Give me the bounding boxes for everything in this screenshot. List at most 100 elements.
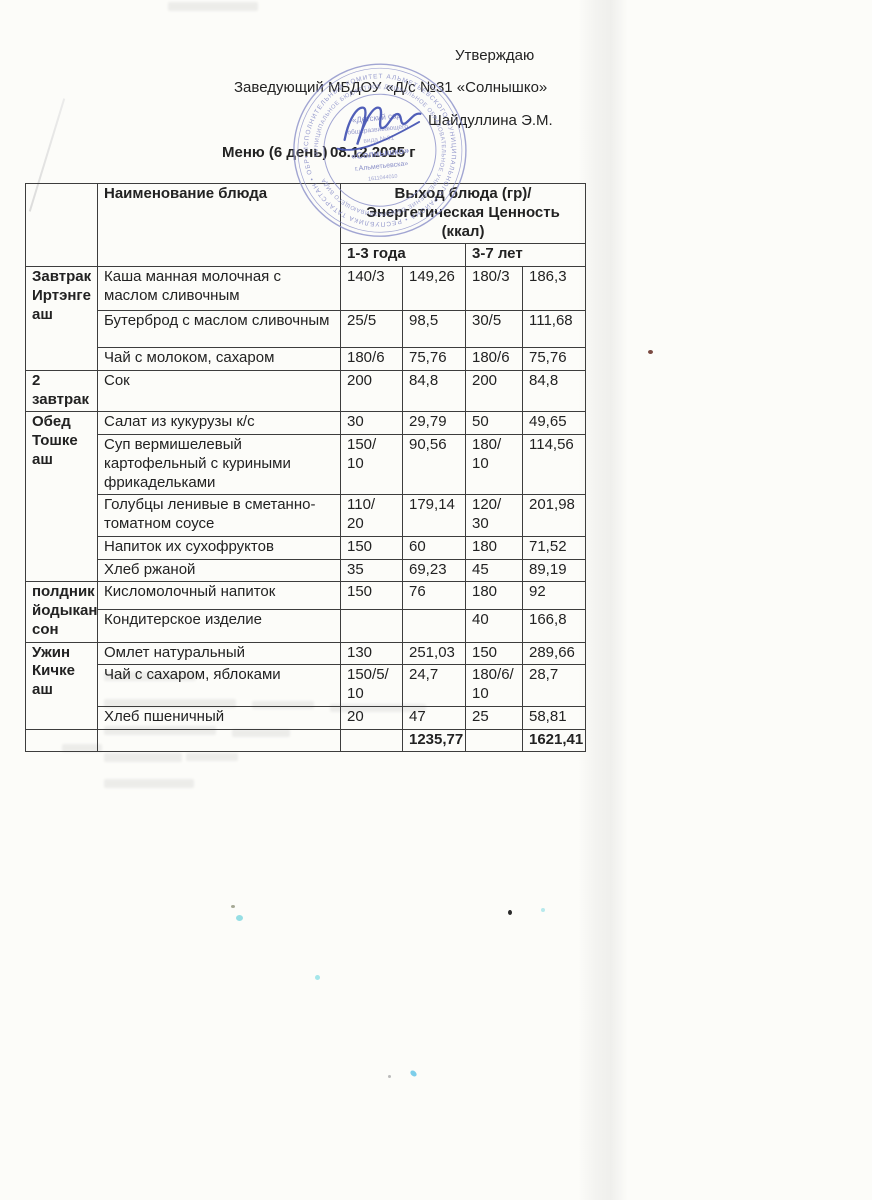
table-row: Обед Тошке аш Салат из кукурузы к/с 30 2…: [25, 411, 587, 583]
ink-speck: [409, 1069, 418, 1078]
stamp-line1: «Детский сад: [351, 111, 401, 125]
ink-speck: [236, 915, 243, 921]
kcal-cell: 114,56: [521, 433, 587, 496]
dish-cell: Чай с сахаром, яблоками: [97, 664, 341, 707]
portion-cell: 40: [465, 608, 523, 643]
portion-cell: 180/6: [340, 347, 403, 371]
portion-cell: 25: [465, 705, 523, 730]
kcal-cell: 166,8: [521, 608, 587, 643]
kcal-cell: 24,7: [402, 664, 466, 707]
meal-cell: [25, 728, 98, 753]
portion-cell: 180/6: [465, 347, 523, 371]
meal-cell: Завтрак Иртэнге аш: [25, 266, 98, 371]
portion-cell: 180/ 10: [465, 433, 523, 496]
total-kcal-1-3: 1235,77: [402, 728, 466, 753]
output-header-cell: Выход блюда (гр)/Энергетическая Ценность…: [339, 182, 587, 245]
ink-speck: [648, 350, 653, 354]
table-row: Голубцы ленивые в сметанно-томатном соус…: [26, 494, 587, 537]
portion-cell: 180/3: [465, 266, 523, 311]
portion-cell: 150: [465, 641, 523, 666]
dish-cell: Хлеб пшеничный: [97, 705, 341, 730]
kcal-cell: 49,65: [521, 411, 587, 435]
kcal-cell: 251,03: [402, 641, 466, 666]
portion-cell: 150: [340, 581, 403, 610]
dish-cell: Напиток их сухофруктов: [97, 535, 341, 560]
approve-label: Утверждаю: [455, 47, 535, 64]
ink-speck: [508, 910, 512, 915]
portion-cell: 150: [340, 535, 403, 560]
portion-cell: 180/6/ 10: [465, 664, 523, 707]
bleed-through-text: [168, 2, 258, 11]
portion-cell: 20: [340, 705, 403, 730]
portion-cell: [340, 608, 403, 643]
portion-cell: 150/ 10: [340, 433, 403, 496]
kcal-cell: 84,8: [402, 369, 466, 413]
menu-date: 08.12.2025 г: [330, 144, 416, 161]
menu-title: Меню (6 день): [222, 144, 328, 161]
portion-cell: [340, 728, 403, 753]
bleed-through-text: [104, 753, 182, 762]
table-row: Ужин Кичке аш Омлет натуральный 130 251,…: [25, 641, 587, 730]
kcal-cell: 29,79: [402, 411, 466, 435]
kcal-cell: 111,68: [521, 310, 587, 348]
ink-speck: [315, 975, 320, 980]
age-group-2-cell: 3-7 лет: [464, 243, 587, 267]
handwritten-signature: [336, 106, 422, 151]
official-stamp: • ИСПОЛНИТЕЛЬНЫЙ КОМИТЕТ АЛЬМЕТЬЕВСКОГО …: [279, 47, 467, 237]
stamp-line5: г.Альметьевска»: [355, 160, 409, 173]
table-row: Чай с сахаром, яблоками 150/5/ 10 24,7 1…: [26, 664, 587, 707]
portion-cell: 150/5/ 10: [340, 664, 403, 707]
portion-cell: 180: [465, 535, 523, 560]
table-row: полдник йодыкан сон Кисломолочный напито…: [25, 581, 587, 643]
total-kcal-3-7: 1621,41: [521, 728, 587, 753]
table-row: Чай с молоком, сахаром 180/6 75,76 180/6…: [26, 347, 587, 371]
kcal-cell: 90,56: [402, 433, 466, 496]
portion-cell: 30: [340, 411, 403, 435]
meal-cell: Обед Тошке аш: [25, 411, 98, 583]
portion-cell: 200: [340, 369, 403, 413]
table-row: 2 завтрак Сок 200 84,8 200 84,8: [25, 369, 587, 413]
portion-cell: 110/ 20: [340, 494, 403, 537]
stamp-outer-ring2: [297, 67, 463, 233]
kcal-cell: 58,81: [521, 705, 587, 730]
dish-cell: Сок: [97, 369, 341, 413]
kcal-cell: 289,66: [521, 641, 587, 666]
kcal-cell: 92: [521, 581, 587, 610]
kcal-cell: 75,76: [402, 347, 466, 371]
stamp-inner-ring: [323, 93, 437, 207]
table-row: Кондитерское изделие 40 166,8: [26, 608, 587, 643]
kcal-cell: 149,26: [402, 266, 466, 311]
kcal-cell: 89,19: [521, 558, 587, 583]
dish-header-cell: Наименование блюда: [97, 183, 341, 267]
dish-cell: Кисломолочный напиток: [97, 581, 341, 610]
kcal-cell: 69,23: [402, 558, 466, 583]
director-title: Заведующий МБДОУ «Д/с №31 «Солнышко»: [234, 79, 548, 96]
portion-cell: 35: [340, 558, 403, 583]
kcal-cell: 98,5: [402, 310, 466, 348]
table-header-row: Наименование блюда Выход блюда (гр)/Энер…: [25, 182, 587, 267]
kcal-cell: 201,98: [521, 494, 587, 537]
table-row: Хлеб ржаной 35 69,23 45 89,19: [26, 558, 587, 583]
meal-cell: 2 завтрак: [25, 369, 98, 413]
table-subheader-row: 1-3 года 3-7 лет: [26, 243, 587, 267]
meal-cell: полдник йодыкан сон: [25, 581, 98, 643]
meal-cell: Ужин Кичке аш: [25, 641, 98, 730]
dish-cell: Бутерброд с маслом сливочным: [97, 310, 341, 348]
table-row: Бутерброд с маслом сливочным 25/5 98,5 3…: [26, 310, 587, 348]
table-row: Завтрак Иртэнге аш Каша манная молочная …: [25, 266, 587, 371]
table-row: Напиток их сухофруктов 150 60 180 71,52: [26, 535, 587, 560]
portion-cell: 45: [465, 558, 523, 583]
meal-header-cell: [25, 183, 98, 267]
portion-cell: 30/5: [465, 310, 523, 348]
kcal-cell: 60: [402, 535, 466, 560]
dish-cell: Суп вермишелевый картофельный с куриными…: [97, 433, 341, 496]
stamp-line3: вида №31: [363, 135, 395, 145]
ink-speck: [388, 1075, 391, 1078]
dish-cell: Хлеб ржаной: [97, 558, 341, 583]
bleed-through-text: [186, 753, 238, 761]
kcal-cell: 76: [402, 581, 466, 610]
kcal-cell: 28,7: [521, 664, 587, 707]
portion-cell: 200: [465, 369, 523, 413]
ink-speck: [231, 905, 235, 908]
